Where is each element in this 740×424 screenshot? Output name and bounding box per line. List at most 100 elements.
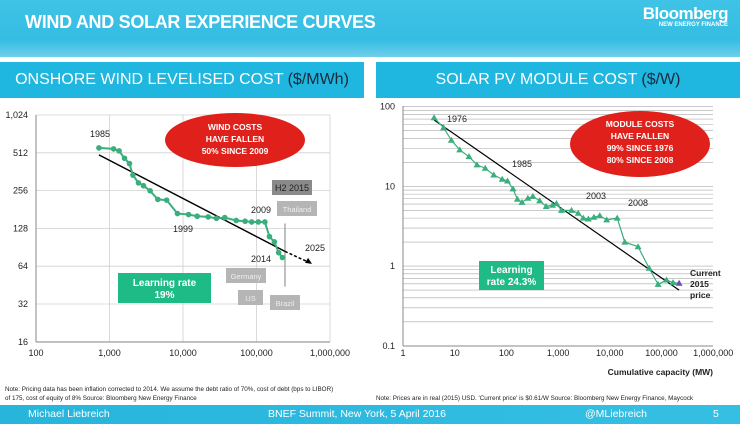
solar-data-point [456, 146, 464, 153]
wind-data-point [110, 146, 117, 152]
solar-data-point [536, 197, 544, 204]
wind-data-point [96, 145, 102, 151]
x-tick-label: 1 [400, 348, 405, 358]
learning-rate-box [118, 273, 211, 303]
slide-title: WIND AND SOLAR EXPERIENCE CURVES [25, 12, 376, 32]
wind-data-point [266, 233, 273, 240]
y-tick-label: 100 [380, 102, 395, 112]
wind-data-point [205, 214, 211, 220]
year-label: 2009 [251, 205, 271, 215]
x-tick-label: 1,000,000 [310, 348, 350, 358]
wind-data-point [233, 217, 240, 224]
panel-title: SOLAR PV MODULE COST [435, 71, 638, 88]
solar-data-point [669, 279, 677, 286]
x-tick-label: 10 [450, 348, 460, 358]
year-label: 2025 [305, 243, 325, 253]
solar-callout [570, 111, 710, 177]
wind-data-point [121, 155, 128, 162]
y-tick-label: 0.1 [382, 341, 395, 351]
y-tick-label: 128 [13, 223, 28, 233]
solar-data-point [574, 209, 582, 216]
x-tick-label: 10,000 [169, 348, 197, 358]
y-tick-label: 10 [385, 181, 395, 191]
solar-data-point [524, 194, 532, 201]
logo-text: Bloomberg [642, 4, 729, 23]
solar-data-point [509, 185, 517, 192]
solar-data-point [440, 124, 448, 131]
year-label: 1985 [90, 129, 110, 139]
wind-data-point [194, 213, 200, 220]
wind-note: Note: Pricing data has been inflation co… [5, 386, 334, 402]
solar-data-point [503, 177, 511, 184]
wind-data-point [275, 249, 282, 256]
solar-note: Note: Prices are in real (2015) USD. 'Cu… [376, 395, 694, 402]
y-tick-label: 1,024 [5, 110, 28, 120]
solar-data-point [542, 202, 550, 209]
solar-data-point [465, 153, 473, 160]
year-label: 2008 [628, 198, 648, 208]
solar-data-point [473, 161, 481, 168]
year-label: 2014 [251, 254, 271, 264]
x-tick-label: 100,000 [645, 348, 678, 358]
wind-data-point [116, 148, 122, 154]
solar-data-point [490, 171, 498, 178]
current-price-label: 2015 [690, 279, 709, 289]
y-tick-label: 32 [18, 299, 28, 309]
solar-data-point [634, 243, 642, 250]
solar-data-point [430, 114, 438, 121]
wind-data-point [221, 214, 228, 221]
y-tick-label: 16 [18, 337, 28, 347]
panel-unit: ($/W) [641, 71, 681, 88]
callout-text: 50% SINCE 2009 [202, 146, 269, 156]
callout-text: MODULE COSTS [606, 119, 675, 129]
callout-text: WIND COSTS [208, 122, 263, 132]
solar-data-point [552, 200, 560, 207]
range-label: Brazil [276, 299, 295, 308]
y-tick-label: 256 [13, 186, 28, 196]
y-tick-label: 1 [390, 261, 395, 271]
solar-data-point [529, 192, 537, 199]
solar-data-point [621, 238, 629, 245]
solar-data-point [498, 175, 506, 182]
range-label: Thailand [283, 205, 312, 214]
wind-callout [165, 113, 305, 167]
learning-rate-text: 19% [154, 290, 174, 301]
callout-text: HAVE FALLEN [206, 134, 264, 144]
range-label-box [226, 268, 266, 283]
solar-data-point [481, 164, 489, 171]
year-label: 1976 [447, 114, 467, 124]
range-label-box [277, 201, 317, 216]
solar-data-point [675, 279, 683, 286]
x-tick-label: 1,000,000 [693, 348, 733, 358]
range-label-box [270, 295, 300, 310]
wind-data-point [248, 219, 255, 225]
wind-data-point [185, 211, 192, 218]
learning-rate-box [479, 261, 544, 290]
footer-page: 5 [713, 408, 719, 420]
range-label: H2 2015 [275, 183, 309, 193]
solar-data-point [447, 136, 455, 143]
range-label-box [272, 180, 312, 195]
solar-data-point [654, 280, 662, 287]
year-label: 1999 [173, 224, 193, 234]
callout-text: 99% SINCE 1976 [607, 143, 674, 153]
wind-data-point [163, 197, 170, 203]
footer-author: Michael Liebreich [28, 408, 110, 420]
solar-data-point [645, 264, 653, 271]
solar-data-point [557, 206, 565, 213]
x-tick-label: 100 [28, 348, 43, 358]
solar-data-point [613, 214, 621, 221]
current-price-label: price [690, 290, 711, 300]
callout-text: 80% SINCE 2008 [607, 155, 674, 165]
solar-data-point [590, 213, 598, 220]
year-label: 2003 [586, 191, 606, 201]
arrow-head [305, 257, 313, 264]
solar-data-point [584, 215, 592, 222]
learning-rate-text: Learning [490, 265, 532, 276]
callout-text: HAVE FALLEN [611, 131, 669, 141]
projection-line [284, 250, 311, 264]
wind-data-point [147, 188, 153, 194]
footer-handle: @MLiebreich [585, 408, 648, 420]
solar-data-point [513, 195, 521, 202]
